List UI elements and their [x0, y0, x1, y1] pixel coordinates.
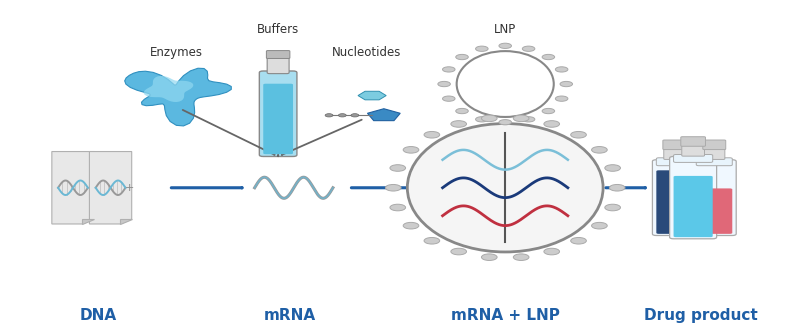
Circle shape: [475, 46, 488, 51]
Circle shape: [513, 254, 529, 260]
FancyBboxPatch shape: [656, 170, 693, 234]
Circle shape: [325, 114, 333, 117]
FancyBboxPatch shape: [656, 158, 693, 166]
FancyBboxPatch shape: [681, 137, 706, 146]
Circle shape: [443, 67, 455, 72]
FancyBboxPatch shape: [693, 160, 736, 236]
Circle shape: [555, 67, 568, 72]
Circle shape: [570, 131, 586, 138]
Text: Nucleotides: Nucleotides: [332, 46, 401, 59]
Circle shape: [438, 81, 451, 87]
Circle shape: [424, 238, 439, 244]
Circle shape: [385, 184, 401, 191]
FancyBboxPatch shape: [670, 157, 717, 239]
Circle shape: [499, 120, 511, 125]
Circle shape: [499, 43, 511, 48]
Text: Drug product: Drug product: [644, 308, 757, 323]
Circle shape: [403, 146, 419, 153]
Polygon shape: [125, 68, 231, 126]
Circle shape: [591, 146, 607, 153]
Polygon shape: [89, 152, 132, 224]
FancyBboxPatch shape: [704, 148, 725, 160]
Circle shape: [475, 117, 488, 122]
Circle shape: [451, 121, 467, 127]
Circle shape: [339, 114, 346, 117]
Ellipse shape: [457, 51, 554, 117]
FancyBboxPatch shape: [263, 84, 293, 154]
Circle shape: [544, 121, 559, 127]
Circle shape: [482, 254, 497, 260]
Text: DNA: DNA: [79, 308, 117, 323]
Text: Enzymes: Enzymes: [150, 46, 203, 59]
FancyBboxPatch shape: [653, 160, 696, 236]
Circle shape: [555, 96, 568, 101]
Polygon shape: [52, 152, 94, 224]
FancyBboxPatch shape: [696, 188, 732, 234]
Text: +: +: [125, 183, 134, 193]
Circle shape: [443, 96, 455, 101]
Polygon shape: [358, 91, 386, 100]
Circle shape: [544, 248, 559, 255]
FancyBboxPatch shape: [674, 176, 713, 237]
Circle shape: [523, 46, 535, 51]
Polygon shape: [120, 219, 132, 224]
Text: mRNA + LNP: mRNA + LNP: [451, 308, 559, 323]
Circle shape: [543, 54, 555, 60]
Text: Buffers: Buffers: [257, 23, 300, 36]
Circle shape: [482, 115, 497, 122]
Circle shape: [424, 131, 439, 138]
Polygon shape: [82, 219, 94, 224]
FancyBboxPatch shape: [674, 155, 713, 162]
FancyBboxPatch shape: [703, 140, 725, 150]
Circle shape: [403, 222, 419, 229]
Circle shape: [351, 114, 359, 117]
FancyBboxPatch shape: [267, 57, 289, 74]
Circle shape: [591, 222, 607, 229]
Circle shape: [451, 248, 467, 255]
Text: LNP: LNP: [494, 23, 516, 36]
Ellipse shape: [407, 124, 603, 252]
FancyBboxPatch shape: [266, 51, 290, 58]
FancyBboxPatch shape: [696, 158, 732, 166]
FancyBboxPatch shape: [682, 145, 705, 156]
Circle shape: [523, 117, 535, 122]
Circle shape: [560, 81, 573, 87]
FancyBboxPatch shape: [260, 71, 297, 157]
Circle shape: [605, 204, 621, 211]
Circle shape: [390, 165, 406, 171]
Circle shape: [605, 165, 621, 171]
Circle shape: [513, 115, 529, 122]
Circle shape: [455, 109, 468, 114]
Circle shape: [543, 109, 555, 114]
Circle shape: [570, 238, 586, 244]
Circle shape: [455, 54, 468, 60]
Polygon shape: [368, 109, 400, 121]
Text: mRNA: mRNA: [264, 308, 316, 323]
FancyBboxPatch shape: [664, 148, 685, 160]
Polygon shape: [144, 76, 193, 102]
Circle shape: [390, 204, 406, 211]
Circle shape: [610, 184, 625, 191]
FancyBboxPatch shape: [663, 140, 686, 150]
